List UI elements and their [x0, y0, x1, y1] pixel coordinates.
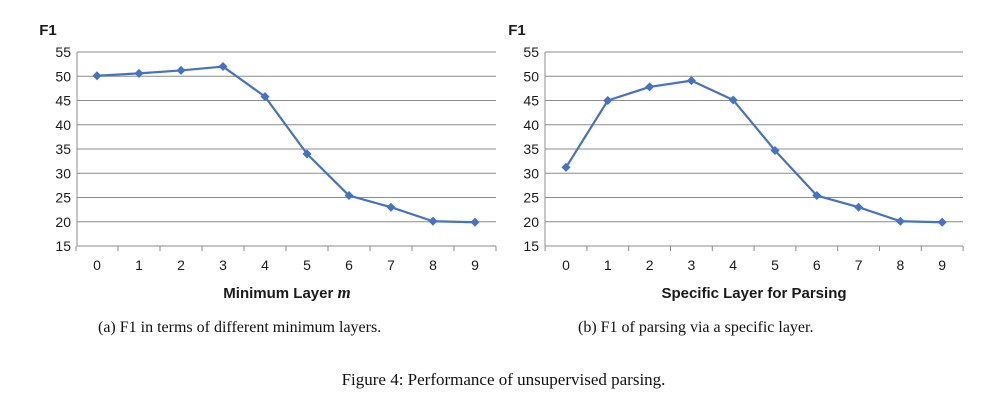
x-tick-label: 0 [562, 257, 570, 273]
data-point [134, 68, 144, 78]
x-tick-label: 4 [729, 257, 737, 273]
x-tick-label: 8 [897, 257, 905, 273]
x-tick-label: 2 [177, 257, 185, 273]
data-point [386, 202, 396, 212]
y-tick-label: 50 [55, 68, 71, 84]
x-tick-label: 9 [471, 257, 479, 273]
x-tick-label: 3 [688, 257, 696, 273]
x-tick-label: 0 [93, 257, 101, 273]
data-point [728, 95, 738, 105]
y-tick-label: 25 [523, 190, 539, 206]
x-tick-label: 8 [429, 257, 437, 273]
data-point [603, 96, 613, 105]
data-point [561, 162, 571, 172]
x-tick-label: 3 [219, 257, 227, 273]
y-tick-label: 15 [55, 238, 71, 254]
y-tick-label: 40 [55, 117, 71, 133]
y-tick-label: 30 [523, 165, 539, 181]
x-tick-label: 1 [604, 257, 612, 273]
y-tick-label: 55 [55, 44, 71, 60]
y-tick-label: 20 [523, 214, 539, 230]
x-tick-label: 2 [646, 257, 654, 273]
y-tick-label: 20 [55, 214, 71, 230]
data-point [218, 62, 228, 72]
y-axis-label: F1 [508, 22, 526, 39]
x-tick-label: 7 [855, 257, 863, 273]
data-point [770, 145, 780, 155]
series-line [96, 65, 476, 224]
y-tick-label: 50 [523, 68, 539, 84]
y-tick-label: 25 [55, 190, 71, 206]
data-point [176, 65, 186, 75]
y-tick-label: 45 [523, 93, 539, 109]
subcaption-a: (a) F1 in terms of different minimum lay… [98, 319, 382, 336]
y-tick-label: 45 [55, 93, 71, 109]
x-tick-label: 6 [345, 257, 353, 273]
x-axis-label: Specific Layer for Parsing [661, 285, 846, 302]
x-tick-label: 5 [771, 257, 779, 273]
x-tick-label: 6 [813, 257, 821, 273]
figure-caption: Figure 4: Performance of unsupervised pa… [341, 370, 666, 389]
x-tick-label: 9 [938, 257, 946, 273]
data-point [302, 149, 312, 159]
data-point [428, 216, 438, 226]
y-axis-label: F1 [39, 22, 57, 39]
data-point [812, 191, 822, 201]
x-tick-label: 1 [135, 257, 143, 273]
y-tick-label: 55 [523, 44, 539, 60]
y-tick-label: 30 [55, 165, 71, 181]
data-point [260, 92, 270, 102]
data-point [686, 76, 696, 86]
data-point [937, 217, 947, 227]
y-tick-label: 15 [523, 238, 539, 254]
subcaption-b: (b) F1 of parsing via a specific layer. [578, 319, 814, 336]
x-tick-label: 7 [387, 257, 395, 273]
x-axis-label: Minimum Layer m [223, 283, 350, 302]
data-point [92, 71, 102, 81]
data-point [645, 82, 655, 92]
data-point [854, 202, 864, 212]
y-tick-label: 35 [523, 141, 539, 157]
y-tick-label: 40 [523, 117, 539, 133]
x-tick-label: 4 [261, 257, 269, 273]
y-tick-label: 35 [55, 141, 71, 157]
data-point [344, 191, 354, 201]
x-tick-label: 5 [303, 257, 311, 273]
data-point [470, 217, 480, 227]
data-point [895, 216, 905, 226]
series-line [565, 79, 943, 224]
